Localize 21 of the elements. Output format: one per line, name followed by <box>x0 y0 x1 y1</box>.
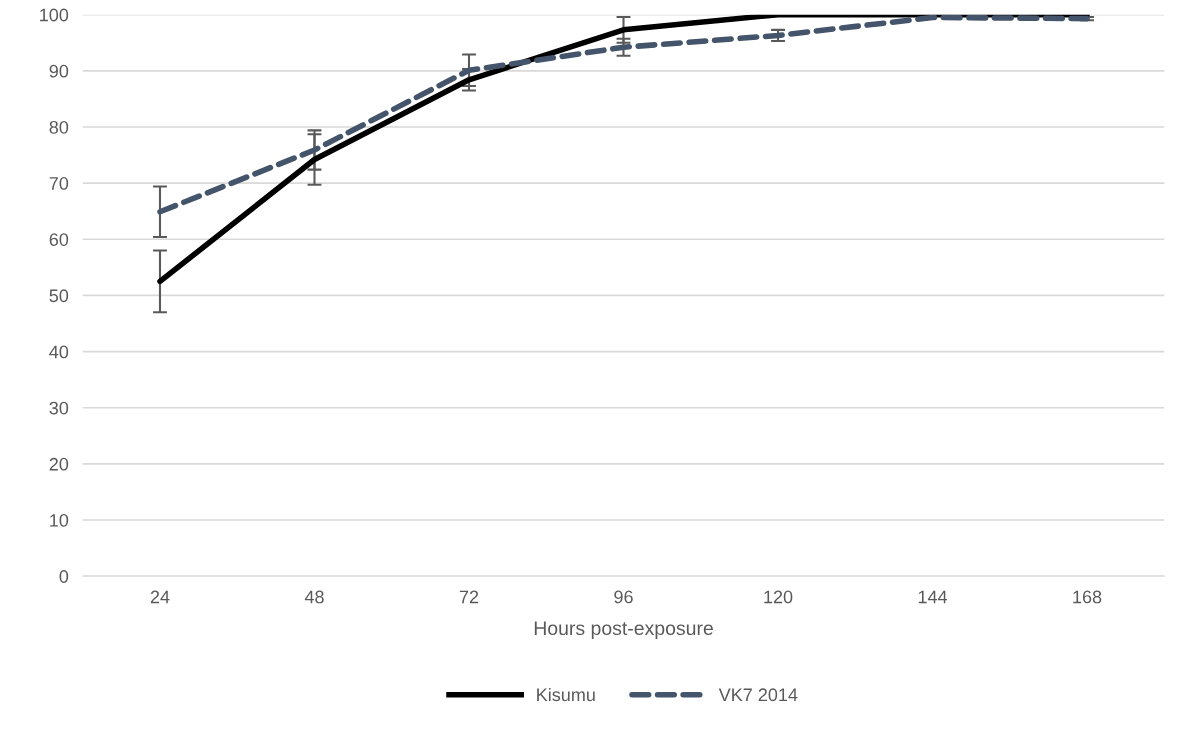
x-axis-title: Hours post-exposure <box>534 621 713 639</box>
y-tick-label: 30 <box>49 401 69 415</box>
y-tick-label: 100 <box>40 8 69 22</box>
x-tick-label: 96 <box>614 590 633 604</box>
y-tick-label: 20 <box>49 457 69 471</box>
y-tick-label: 70 <box>49 177 69 190</box>
y-tick-label: 0 <box>59 570 69 583</box>
x-tick-label: 120 <box>764 590 793 604</box>
x-tick-label: 144 <box>918 590 948 604</box>
x-tick-label: 72 <box>459 590 479 604</box>
y-tick-label: 50 <box>49 289 69 303</box>
x-tick-label: 168 <box>1073 590 1102 604</box>
y-tick-label: 90 <box>49 64 69 78</box>
y-tick-label: 60 <box>49 233 69 246</box>
x-tick-label: 24 <box>150 590 170 604</box>
y-tick-label: 40 <box>49 345 69 359</box>
y-tick-label: 10 <box>50 513 69 527</box>
legend-label: Kisumu <box>537 687 595 702</box>
y-tick-label: 80 <box>49 120 69 134</box>
legend-label: VK7 2014 <box>718 688 798 702</box>
x-tick-label: 48 <box>304 590 324 604</box>
